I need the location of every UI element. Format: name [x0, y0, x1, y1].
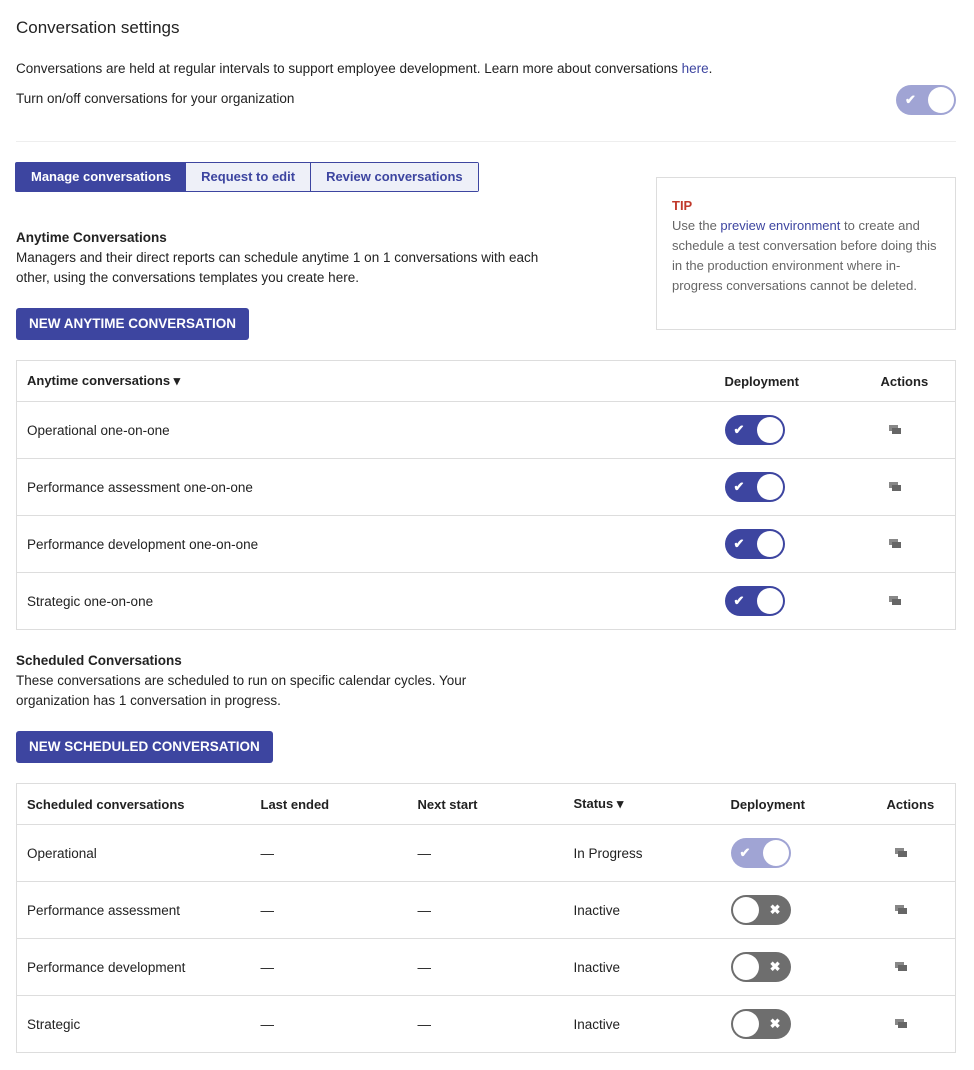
- tip-box: TIP Use the preview environment to creat…: [656, 177, 956, 330]
- preview-environment-link[interactable]: preview environment: [720, 218, 841, 233]
- next-start: —: [407, 995, 564, 1053]
- check-icon: ✔: [905, 92, 916, 107]
- copy-icon[interactable]: [888, 481, 902, 492]
- conversation-name: Operational one-on-one: [16, 401, 715, 459]
- copy-icon[interactable]: [888, 538, 902, 549]
- scheduled-table: Scheduled conversations Last ended Next …: [16, 783, 956, 1053]
- copy-icon[interactable]: [888, 595, 902, 606]
- tabs: Manage conversations Request to edit Rev…: [15, 162, 479, 192]
- conversation-name: Performance assessment: [16, 881, 251, 939]
- next-start: —: [407, 881, 564, 939]
- deployment-toggle[interactable]: ✖: [730, 952, 791, 982]
- conversation-name: Strategic one-on-one: [16, 572, 715, 630]
- anytime-heading: Anytime Conversations: [16, 230, 167, 245]
- table-row: Performance assessment — — Inactive ✖: [16, 881, 956, 939]
- new-anytime-conversation-button[interactable]: NEW ANYTIME CONVERSATION: [16, 308, 250, 340]
- last-ended: —: [250, 881, 408, 939]
- intro-body: Conversations are held at regular interv…: [16, 61, 682, 76]
- scheduled-description: These conversations are scheduled to run…: [16, 673, 467, 708]
- tip-label: TIP: [672, 198, 693, 213]
- next-start: —: [407, 938, 564, 996]
- table-row: Strategic one-on-one ✔: [16, 572, 956, 630]
- org-toggle-label: Turn on/off conversations for your organ…: [16, 91, 295, 106]
- learn-more-link[interactable]: here: [681, 61, 709, 76]
- last-ended: —: [250, 824, 408, 882]
- x-icon: ✖: [769, 902, 781, 917]
- intro-end: .: [708, 61, 713, 76]
- status: Inactive: [563, 881, 721, 939]
- col-deployment: Deployment: [720, 783, 877, 825]
- intro-text: Conversations are held at regular interv…: [16, 61, 712, 76]
- deployment-toggle[interactable]: ✔: [724, 415, 785, 445]
- x-icon: ✖: [769, 959, 781, 974]
- tip-text: Use the: [672, 218, 721, 233]
- col-status[interactable]: Status ▾: [563, 783, 721, 825]
- col-last-ended: Last ended: [250, 783, 408, 825]
- conversation-name: Operational: [16, 824, 251, 882]
- conversation-name: Performance development: [16, 938, 251, 996]
- col-deployment: Deployment: [714, 360, 871, 402]
- table-row: Performance development — — Inactive ✖: [16, 938, 956, 996]
- table-row: Strategic — — Inactive ✖: [16, 995, 956, 1053]
- anytime-table: Anytime conversations ▾ Deployment Actio…: [16, 360, 956, 630]
- col-scheduled-conversations: Scheduled conversations: [16, 783, 251, 825]
- copy-icon[interactable]: [888, 424, 902, 435]
- chevron-down-icon: ▾: [616, 796, 624, 811]
- deployment-toggle[interactable]: ✔: [730, 838, 791, 868]
- scheduled-heading: Scheduled Conversations: [16, 653, 182, 668]
- conversation-name: Performance development one-on-one: [16, 515, 715, 573]
- tab-review-conversations[interactable]: Review conversations: [310, 163, 478, 191]
- last-ended: —: [250, 938, 408, 996]
- col-anytime-conversations[interactable]: Anytime conversations ▾: [16, 360, 715, 402]
- deployment-toggle[interactable]: ✖: [730, 1009, 791, 1039]
- scheduled-section: Scheduled Conversations These conversati…: [16, 651, 516, 711]
- col-actions: Actions: [876, 783, 956, 825]
- deployment-toggle[interactable]: ✖: [730, 895, 791, 925]
- anytime-section: Anytime Conversations Managers and their…: [16, 228, 546, 288]
- tab-request-to-edit[interactable]: Request to edit: [186, 163, 311, 191]
- table-row: Performance assessment one-on-one ✔: [16, 458, 956, 516]
- check-icon: ✔: [733, 536, 745, 551]
- col-next-start: Next start: [407, 783, 564, 825]
- copy-icon[interactable]: [894, 847, 908, 858]
- table-row: Operational — — In Progress ✔: [16, 824, 956, 882]
- x-icon: ✖: [769, 1016, 781, 1031]
- status: Inactive: [563, 995, 721, 1053]
- next-start: —: [407, 824, 564, 882]
- col-label: Status: [573, 796, 614, 811]
- status: In Progress: [563, 824, 721, 882]
- deployment-toggle[interactable]: ✔: [724, 529, 785, 559]
- table-row: Operational one-on-one ✔: [16, 401, 956, 459]
- conversation-name: Strategic: [16, 995, 251, 1053]
- check-icon: ✔: [733, 479, 745, 494]
- conversation-name: Performance assessment one-on-one: [16, 458, 715, 516]
- divider: [16, 141, 956, 142]
- new-scheduled-conversation-button[interactable]: NEW SCHEDULED CONVERSATION: [16, 731, 273, 763]
- copy-icon[interactable]: [894, 1018, 908, 1029]
- org-conversations-toggle[interactable]: ✔: [896, 85, 956, 115]
- deployment-toggle[interactable]: ✔: [724, 472, 785, 502]
- deployment-toggle[interactable]: ✔: [724, 586, 785, 616]
- copy-icon[interactable]: [894, 904, 908, 915]
- tip-text-end: to create and schedule a test conversati…: [672, 218, 937, 293]
- status: Inactive: [563, 938, 721, 996]
- col-actions: Actions: [870, 360, 956, 402]
- tab-manage-conversations[interactable]: Manage conversations: [16, 163, 187, 191]
- copy-icon[interactable]: [894, 961, 908, 972]
- last-ended: —: [250, 995, 408, 1053]
- chevron-down-icon: ▾: [173, 373, 181, 388]
- check-icon: ✔: [733, 593, 745, 608]
- check-icon: ✔: [739, 845, 751, 860]
- table-row: Performance development one-on-one ✔: [16, 515, 956, 573]
- col-label: Anytime conversations: [27, 373, 171, 388]
- check-icon: ✔: [733, 422, 745, 437]
- page-title: Conversation settings: [16, 18, 180, 37]
- anytime-description: Managers and their direct reports can sc…: [16, 250, 539, 285]
